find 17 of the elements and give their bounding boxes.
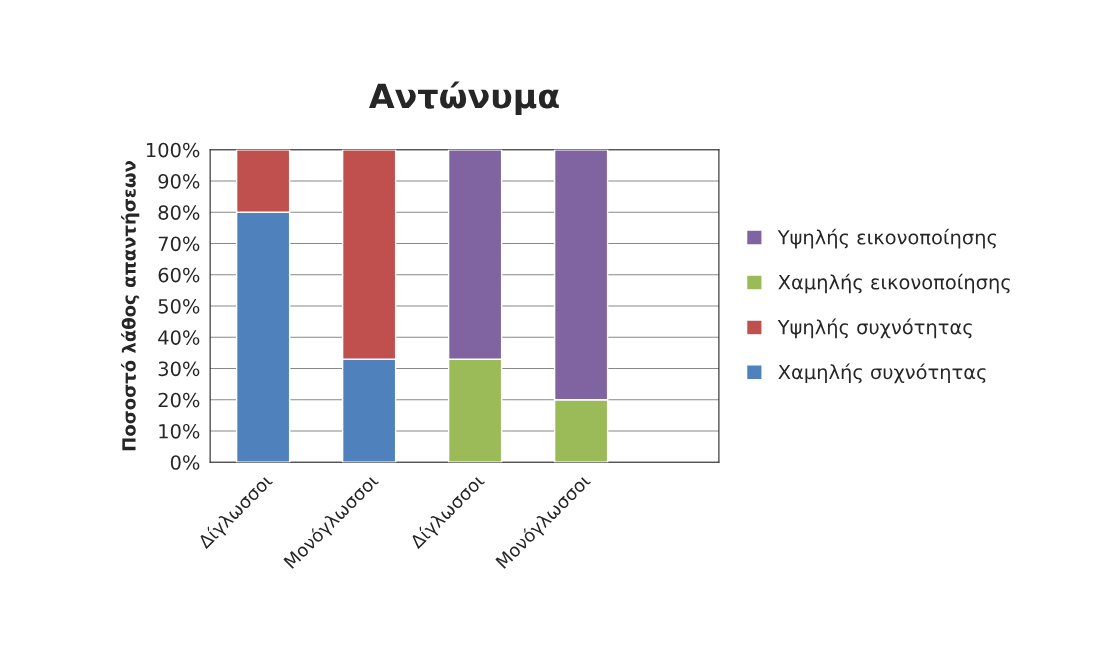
y-tick-label: 10% bbox=[159, 423, 200, 439]
y-tick-label: 30% bbox=[158, 361, 200, 377]
y-tick-label: 0% bbox=[170, 455, 200, 470]
y-tick-label: 60% bbox=[158, 267, 200, 283]
legend-label: Υψηλής συχνότητας bbox=[777, 318, 972, 339]
y-tick-label: 80% bbox=[158, 205, 200, 220]
legend-label: Υψηλής εικονοποίησης bbox=[777, 228, 996, 249]
y-tick-label: 40% bbox=[158, 330, 200, 345]
y-tick-label: 100% bbox=[146, 142, 200, 158]
legend-label: Χαμηλής συχνότητας bbox=[778, 363, 986, 384]
chart-title: Αντώνυμα bbox=[368, 81, 559, 116]
y-tick-label: 50% bbox=[158, 298, 200, 314]
y-tick-label: 70% bbox=[158, 236, 200, 252]
y-axis-title: Ποσοστό λάθος απαντήσεων bbox=[121, 160, 140, 451]
y-tick-label: 90% bbox=[158, 173, 200, 189]
legend-label: Χαμηλής εικονοποίησης bbox=[778, 273, 1010, 294]
y-tick-label: 20% bbox=[158, 392, 200, 408]
